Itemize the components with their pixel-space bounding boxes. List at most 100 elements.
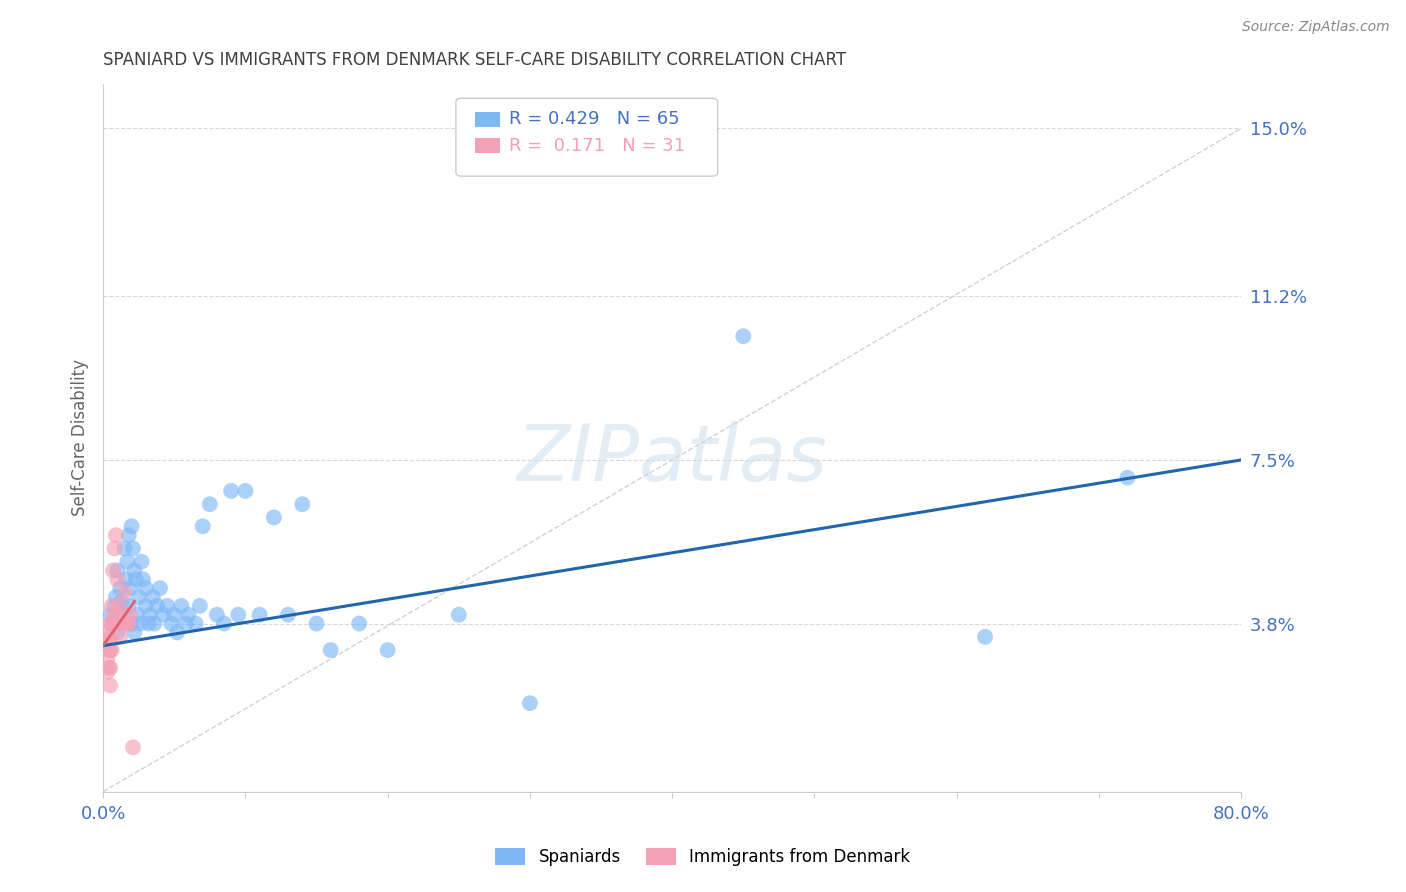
Point	[103, 599, 125, 613]
Point	[138, 616, 160, 631]
Point	[198, 497, 221, 511]
Point	[117, 616, 139, 631]
Text: R =  0.171   N = 31: R = 0.171 N = 31	[509, 136, 686, 154]
Point	[974, 630, 997, 644]
Point	[191, 519, 214, 533]
Point	[98, 630, 121, 644]
Point	[160, 616, 183, 631]
Point	[96, 652, 118, 666]
Point	[135, 581, 157, 595]
Point	[111, 607, 134, 622]
Point	[319, 643, 342, 657]
Point	[152, 607, 174, 622]
Point	[235, 483, 257, 498]
Point	[132, 572, 155, 586]
Point	[107, 599, 129, 613]
Point	[125, 572, 148, 586]
Point	[174, 616, 197, 631]
Point	[124, 625, 146, 640]
Point	[108, 630, 131, 644]
Legend: Spaniards, Immigrants from Denmark: Spaniards, Immigrants from Denmark	[486, 840, 920, 875]
Point	[291, 497, 314, 511]
Point	[97, 634, 120, 648]
Point	[184, 616, 207, 631]
Point	[135, 599, 157, 613]
Point	[105, 625, 128, 640]
Point	[112, 616, 135, 631]
Point	[98, 678, 121, 692]
Text: ZIPatlas: ZIPatlas	[517, 421, 828, 497]
Point	[212, 616, 235, 631]
Point	[149, 581, 172, 595]
Point	[111, 594, 134, 608]
Point	[100, 599, 122, 613]
Point	[112, 607, 135, 622]
Point	[100, 643, 122, 657]
Point	[114, 541, 136, 556]
Point	[101, 616, 124, 631]
Point	[98, 616, 121, 631]
Point	[120, 581, 142, 595]
Point	[143, 616, 166, 631]
Point	[97, 661, 120, 675]
Point	[118, 528, 141, 542]
Point	[226, 607, 249, 622]
Point	[114, 585, 136, 599]
Point	[97, 643, 120, 657]
Point	[105, 616, 128, 631]
Point	[263, 510, 285, 524]
Point	[277, 607, 299, 622]
Point	[104, 528, 127, 542]
Point	[105, 572, 128, 586]
Point	[118, 616, 141, 631]
Point	[96, 665, 118, 680]
Point	[96, 639, 118, 653]
Point	[101, 616, 124, 631]
Point	[129, 616, 152, 631]
Point	[124, 564, 146, 578]
Point	[103, 607, 125, 622]
Point	[139, 607, 162, 622]
Text: Source: ZipAtlas.com: Source: ZipAtlas.com	[1241, 20, 1389, 34]
Point	[121, 616, 143, 631]
FancyBboxPatch shape	[475, 112, 501, 128]
Point	[98, 607, 121, 622]
Point	[377, 643, 399, 657]
Point	[127, 607, 149, 622]
Point	[170, 599, 193, 613]
Point	[117, 555, 139, 569]
Point	[188, 599, 211, 613]
FancyBboxPatch shape	[456, 98, 717, 176]
Point	[118, 599, 141, 613]
Point	[163, 607, 186, 622]
Point	[122, 541, 145, 556]
Point	[114, 616, 136, 631]
Point	[219, 483, 242, 498]
Point	[108, 581, 131, 595]
Point	[120, 607, 142, 622]
Point	[121, 519, 143, 533]
Text: R = 0.429   N = 65: R = 0.429 N = 65	[509, 111, 681, 128]
Point	[96, 625, 118, 640]
Point	[98, 661, 121, 675]
Point	[98, 643, 121, 657]
Y-axis label: Self-Care Disability: Self-Care Disability	[72, 359, 89, 516]
Point	[447, 607, 470, 622]
Point	[101, 564, 124, 578]
FancyBboxPatch shape	[475, 138, 501, 153]
Point	[249, 607, 271, 622]
Point	[519, 696, 541, 710]
Point	[177, 607, 200, 622]
Point	[1116, 470, 1139, 484]
Point	[305, 616, 328, 631]
Point	[103, 541, 125, 556]
Point	[166, 625, 188, 640]
Point	[105, 564, 128, 578]
Point	[128, 590, 150, 604]
Point	[146, 599, 169, 613]
Text: SPANIARD VS IMMIGRANTS FROM DENMARK SELF-CARE DISABILITY CORRELATION CHART: SPANIARD VS IMMIGRANTS FROM DENMARK SELF…	[103, 51, 846, 69]
Point	[142, 590, 165, 604]
Point	[156, 599, 179, 613]
Point	[347, 616, 370, 631]
Point	[100, 616, 122, 631]
